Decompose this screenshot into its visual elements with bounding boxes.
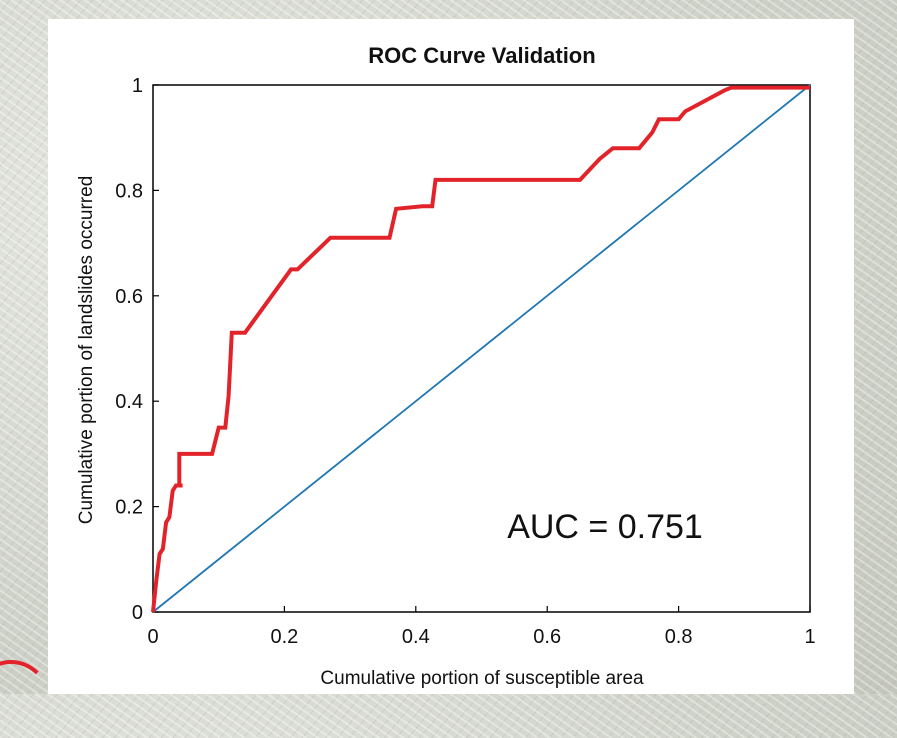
y-tick-label: 0.6 xyxy=(115,286,143,308)
chart-panel xyxy=(48,19,854,694)
chart-title: ROC Curve Validation xyxy=(368,43,595,68)
plot-border xyxy=(152,84,811,613)
auc-annotation: AUC = 0.751 xyxy=(507,508,703,546)
plot-area xyxy=(152,84,811,613)
x-tick-label: 0.8 xyxy=(665,626,693,648)
y-tick-label: 0.4 xyxy=(115,391,143,413)
y-tick-label: 0.8 xyxy=(115,180,143,202)
x-tick-label: 0.2 xyxy=(270,626,298,648)
y-axis: 0 0.2 0.4 0.6 0.8 1 xyxy=(115,75,159,624)
roc-curve-line xyxy=(151,85,810,613)
x-axis-label: Cumulative portion of susceptible area xyxy=(320,668,644,689)
x-tick-label: 0 xyxy=(147,626,158,648)
y-tick-label: 0 xyxy=(132,602,143,624)
y-tick-label: 0.2 xyxy=(115,497,143,519)
x-tick-label: 0.6 xyxy=(533,626,561,648)
x-tick-label: 1 xyxy=(804,626,815,648)
y-tick-label: 1 xyxy=(132,75,143,97)
y-axis-label: Cumulative portion of landslides occurre… xyxy=(76,176,97,525)
corner-decoration xyxy=(0,660,50,738)
roc-chart: ROC Curve Validation 0 0.2 0.4 0.6 0.8 1 0 0.2… xyxy=(76,43,816,689)
x-axis: 0 0.2 0.4 0.6 0.8 1 xyxy=(147,606,816,648)
x-tick-label: 0.4 xyxy=(402,626,430,648)
series-layer xyxy=(151,84,811,613)
reference-diagonal-line xyxy=(152,84,811,613)
